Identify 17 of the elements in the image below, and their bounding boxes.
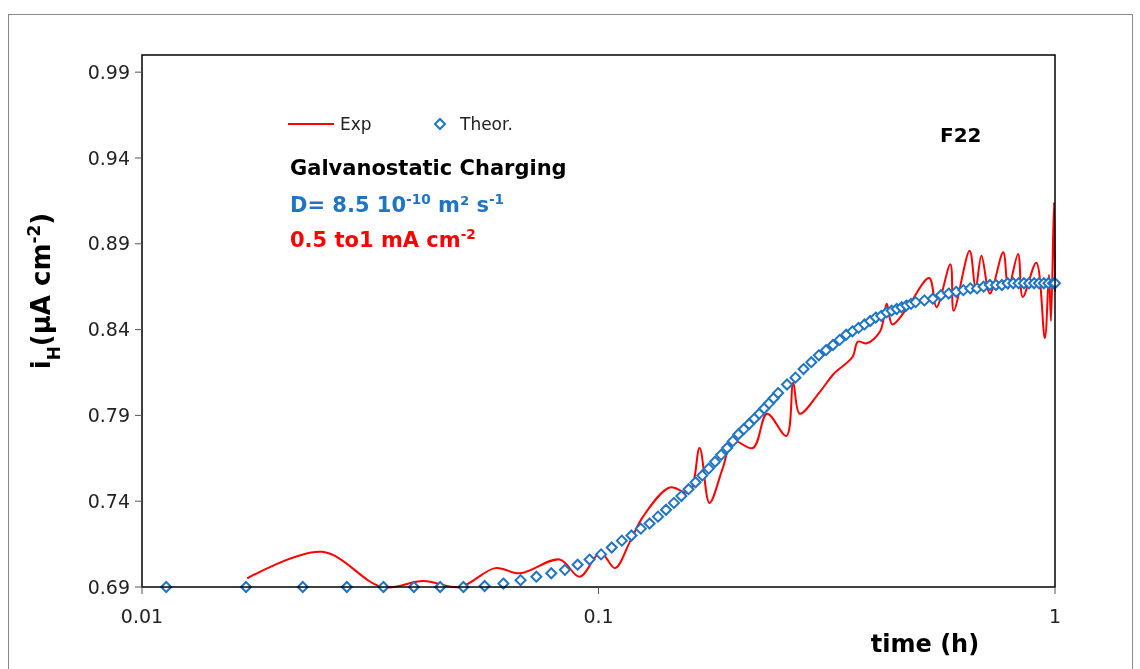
y-tick-label: 0.79 <box>87 404 130 427</box>
annotation: D= 8.5 10$^{-10}$ m² s$^{-1}$ <box>290 191 505 217</box>
annotation: 0.5 to1 mA cm$^{-2}$ <box>290 226 476 252</box>
x-tick-label: 0.01 <box>120 605 164 627</box>
annotation: Galvanostatic Charging <box>290 156 567 180</box>
y-tick-label: 0.84 <box>87 318 130 341</box>
legend-label: Theor. <box>459 113 513 134</box>
x-tick-label: 1 <box>1048 605 1062 627</box>
legend-label: Exp <box>340 113 372 134</box>
x-tick-label: 0.1 <box>583 605 614 627</box>
y-tick-label: 0.89 <box>87 232 130 255</box>
y-tick-label: 0.99 <box>87 60 130 83</box>
x-axis-title: time (h) <box>870 630 980 658</box>
y-tick-label: 0.69 <box>87 575 130 598</box>
y-tick-label: 0.94 <box>87 146 130 169</box>
y-tick-label: 0.74 <box>87 489 130 512</box>
annotation: F22 <box>940 123 982 147</box>
